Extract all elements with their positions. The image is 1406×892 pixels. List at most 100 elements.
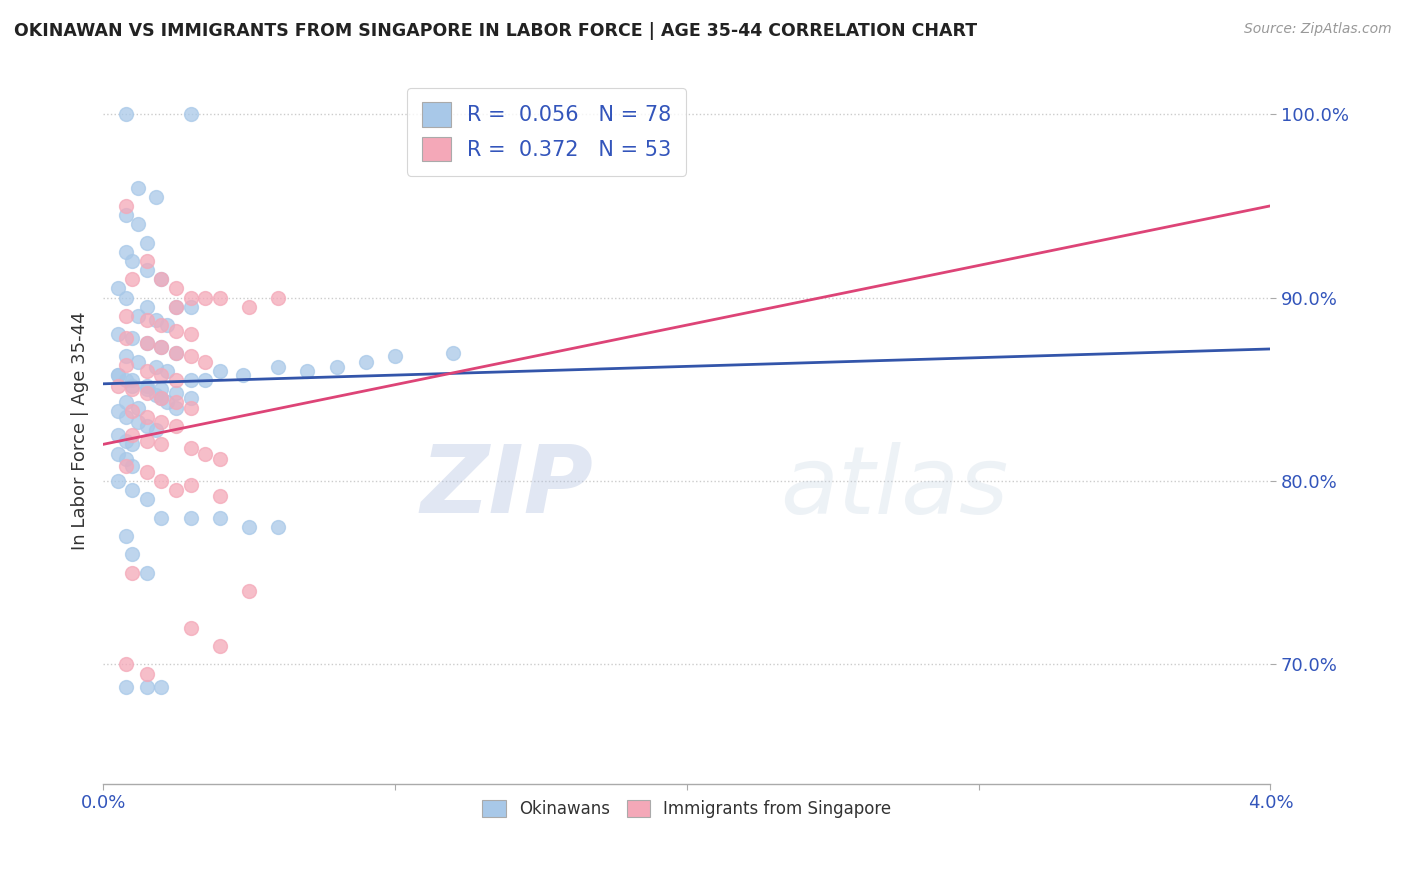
Point: [297, 364, 319, 378]
Point: [115, 309, 138, 323]
Point: [145, 189, 167, 203]
Point: [121, 459, 143, 474]
Point: [150, 340, 173, 354]
Point: [165, 300, 187, 314]
Point: [135, 300, 157, 314]
Point: [165, 281, 187, 295]
Text: atlas: atlas: [780, 442, 1008, 533]
Point: [115, 359, 138, 373]
Point: [165, 386, 187, 401]
Point: [115, 395, 138, 409]
Point: [180, 621, 202, 635]
Point: [135, 492, 157, 507]
Point: [156, 395, 179, 409]
Point: [107, 378, 129, 392]
Point: [194, 373, 217, 387]
Point: [135, 235, 157, 250]
Point: [165, 483, 187, 498]
Point: [121, 437, 143, 451]
Point: [180, 441, 202, 455]
Point: [107, 368, 129, 382]
Point: [135, 434, 157, 448]
Point: [165, 401, 187, 415]
Point: [180, 300, 202, 314]
Point: [115, 199, 138, 213]
Point: [121, 253, 143, 268]
Point: [107, 428, 129, 442]
Point: [180, 392, 202, 406]
Point: [180, 510, 202, 524]
Point: [121, 428, 143, 442]
Point: [115, 657, 138, 672]
Point: [194, 355, 217, 369]
Point: [121, 483, 143, 498]
Point: [180, 373, 202, 387]
Point: [384, 349, 406, 363]
Point: [135, 419, 157, 434]
Point: [115, 459, 138, 474]
Point: [135, 566, 157, 580]
Point: [145, 312, 167, 326]
Point: [150, 510, 173, 524]
Point: [115, 434, 138, 448]
Point: [115, 107, 138, 121]
Point: [107, 281, 129, 295]
Point: [165, 419, 187, 434]
Point: [107, 368, 129, 382]
Point: [150, 272, 173, 286]
Point: [107, 446, 129, 460]
Point: [145, 360, 167, 375]
Point: [165, 300, 187, 314]
Point: [135, 386, 157, 401]
Point: [238, 584, 260, 599]
Text: ZIP: ZIP: [420, 441, 593, 533]
Point: [150, 382, 173, 396]
Point: [208, 639, 231, 653]
Text: OKINAWAN VS IMMIGRANTS FROM SINGAPORE IN LABOR FORCE | AGE 35-44 CORRELATION CHA: OKINAWAN VS IMMIGRANTS FROM SINGAPORE IN…: [14, 22, 977, 40]
Point: [165, 345, 187, 359]
Point: [115, 291, 138, 305]
Point: [135, 409, 157, 424]
Point: [267, 360, 290, 375]
Point: [115, 680, 138, 694]
Point: [150, 415, 173, 429]
Point: [127, 415, 149, 429]
Point: [135, 666, 157, 681]
Point: [441, 345, 464, 359]
Point: [180, 107, 202, 121]
Point: [165, 324, 187, 338]
Point: [325, 360, 347, 375]
Point: [208, 510, 231, 524]
Point: [156, 364, 179, 378]
Point: [135, 336, 157, 351]
Point: [145, 388, 167, 402]
Point: [135, 263, 157, 277]
Point: [107, 327, 129, 342]
Point: [121, 378, 143, 392]
Point: [115, 208, 138, 222]
Point: [115, 349, 138, 363]
Point: [150, 392, 173, 406]
Point: [121, 373, 143, 387]
Point: [135, 364, 157, 378]
Point: [354, 355, 377, 369]
Point: [121, 404, 143, 418]
Point: [135, 336, 157, 351]
Point: [115, 373, 138, 387]
Point: [180, 327, 202, 342]
Point: [135, 378, 157, 392]
Point: [165, 373, 187, 387]
Point: [238, 520, 260, 534]
Point: [115, 409, 138, 424]
Point: [156, 318, 179, 332]
Legend: Okinawans, Immigrants from Singapore: Okinawans, Immigrants from Singapore: [475, 793, 898, 825]
Point: [267, 520, 290, 534]
Point: [165, 345, 187, 359]
Point: [150, 474, 173, 488]
Point: [180, 349, 202, 363]
Point: [238, 300, 260, 314]
Point: [115, 331, 138, 345]
Point: [121, 272, 143, 286]
Point: [180, 401, 202, 415]
Point: [115, 452, 138, 467]
